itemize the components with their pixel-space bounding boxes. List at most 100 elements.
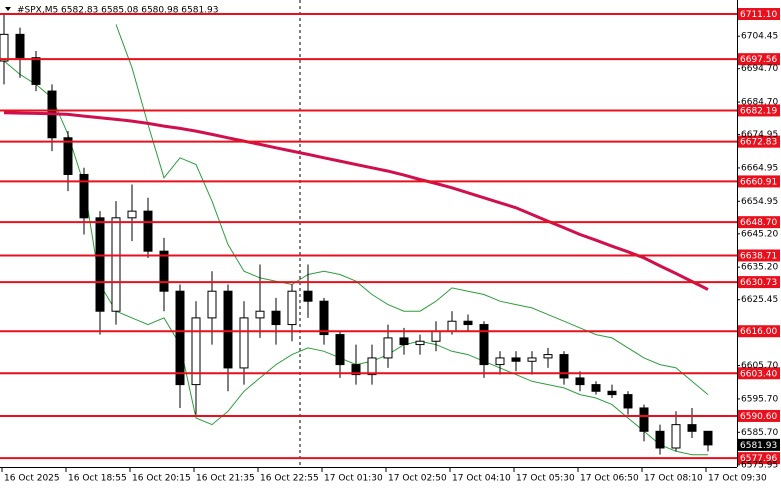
candle-body (95, 217, 105, 312)
level-label-box (738, 249, 780, 262)
y-tick-label: 6635.20 (741, 263, 778, 273)
y-tick-label: 6684.70 (741, 98, 778, 108)
candle-body (671, 424, 681, 449)
x-tick-label: 17 Oct 09:30 (708, 474, 767, 484)
candle-body (639, 407, 649, 432)
level-label: 6682.19 (740, 106, 777, 116)
level-label: 6590.60 (740, 412, 777, 422)
y-tick-label: 6645.20 (741, 229, 778, 239)
x-tick-label: 16 Oct 20:15 (132, 474, 191, 484)
x-tick-label: 17 Oct 08:10 (644, 474, 703, 484)
level-label: 6638.71 (740, 251, 777, 261)
level-label: 6648.70 (740, 218, 777, 228)
candle-body (175, 290, 185, 386)
candle-body (303, 290, 313, 302)
candle-body (591, 384, 601, 392)
candle-body (351, 364, 361, 376)
y-tick-label: 6704.45 (741, 32, 778, 42)
level-label-box (738, 104, 780, 117)
x-tick-label: 17 Oct 06:50 (580, 474, 639, 484)
candle-body (111, 217, 121, 312)
level-label-box (738, 175, 780, 188)
level-label-box (738, 8, 780, 21)
candle-body (447, 320, 457, 332)
y-tick-label: 6575.95 (741, 460, 778, 470)
candle-body (79, 173, 89, 219)
candle-body (319, 300, 329, 336)
candle-body (223, 290, 233, 369)
y-tick-label: 6605.70 (741, 361, 778, 371)
level-label: 6577.96 (740, 454, 777, 464)
candle-body (15, 33, 25, 59)
candle-body (335, 334, 345, 366)
level-label: 6616.00 (740, 327, 777, 337)
candle-body (527, 357, 537, 362)
candle-body (127, 210, 137, 219)
current-price-label: 6581.93 (740, 441, 777, 451)
y-tick-label: 6694.70 (741, 64, 778, 74)
x-tick-label: 17 Oct 05:30 (516, 474, 575, 484)
x-tick-label: 16 Oct 22:55 (260, 474, 319, 484)
candle-body (287, 290, 297, 326)
candle-body (31, 57, 41, 85)
candle-body (559, 354, 569, 379)
level-label-box (738, 216, 780, 229)
level-label: 6672.83 (740, 138, 777, 148)
x-tick-label: 17 Oct 02:50 (388, 474, 447, 484)
candle-body (399, 337, 409, 346)
candle-body (143, 210, 153, 252)
chart-title: #SPX,M5 6582.83 6585.08 6580.98 6581.93 (17, 6, 219, 16)
level-label-box (738, 53, 780, 66)
bollinger-upper (115, 24, 709, 395)
candle-body (687, 424, 697, 432)
candle-body (271, 310, 281, 326)
candle-body (463, 320, 473, 326)
candle-body (623, 394, 633, 409)
level-label: 6603.40 (740, 369, 777, 379)
candle-body (703, 430, 713, 446)
level-label-box (738, 452, 780, 465)
y-tick-label: 6674.95 (741, 130, 778, 140)
candle-body (431, 330, 441, 342)
overlay: 6711.10 6697.56 6682.19 6672.83 6660.91 6648.… (0, 8, 780, 465)
x-tick-label: 16 Oct 21:35 (196, 474, 255, 484)
level-label: 6660.91 (740, 177, 777, 187)
level-label-box (738, 325, 780, 338)
y-tick-label: 6664.95 (741, 163, 778, 173)
level-label: 6697.56 (740, 55, 777, 65)
y-tick-label: 6654.95 (741, 197, 778, 207)
candle-body (479, 324, 489, 366)
candle-body (367, 357, 377, 376)
x-tick-label: 17 Oct 01:30 (324, 474, 383, 484)
candle-body (159, 250, 169, 292)
level-label-box (738, 409, 780, 422)
candle-body (511, 357, 521, 362)
candle-body (191, 317, 201, 386)
level-label: 6711.10 (740, 10, 777, 20)
candle-body (543, 354, 553, 359)
x-tick-label: 17 Oct 04:10 (452, 474, 511, 484)
level-label-box (738, 276, 780, 289)
candle-body (495, 357, 505, 366)
menu-arrow[interactable] (5, 7, 11, 11)
plot (0, 14, 713, 456)
candle-body (63, 137, 73, 175)
y-tick-label: 6625.45 (741, 295, 778, 305)
candle-body (239, 317, 249, 369)
y-tick-label: 6585.70 (741, 428, 778, 438)
candle-body (255, 310, 265, 319)
candle-body (0, 33, 9, 62)
candle-body (383, 337, 393, 359)
moving-average (3, 111, 709, 291)
candle-body (575, 377, 585, 386)
candle-body (207, 290, 217, 319)
x-tick-label: 16 Oct 2025 (4, 474, 60, 484)
candle-body (655, 430, 665, 449)
current-price-box (738, 438, 780, 451)
x-tick-label: 16 Oct 18:55 (68, 474, 127, 484)
level-label-box (738, 135, 780, 148)
candle-body (607, 390, 617, 396)
y-tick-label: 6595.70 (741, 394, 778, 404)
